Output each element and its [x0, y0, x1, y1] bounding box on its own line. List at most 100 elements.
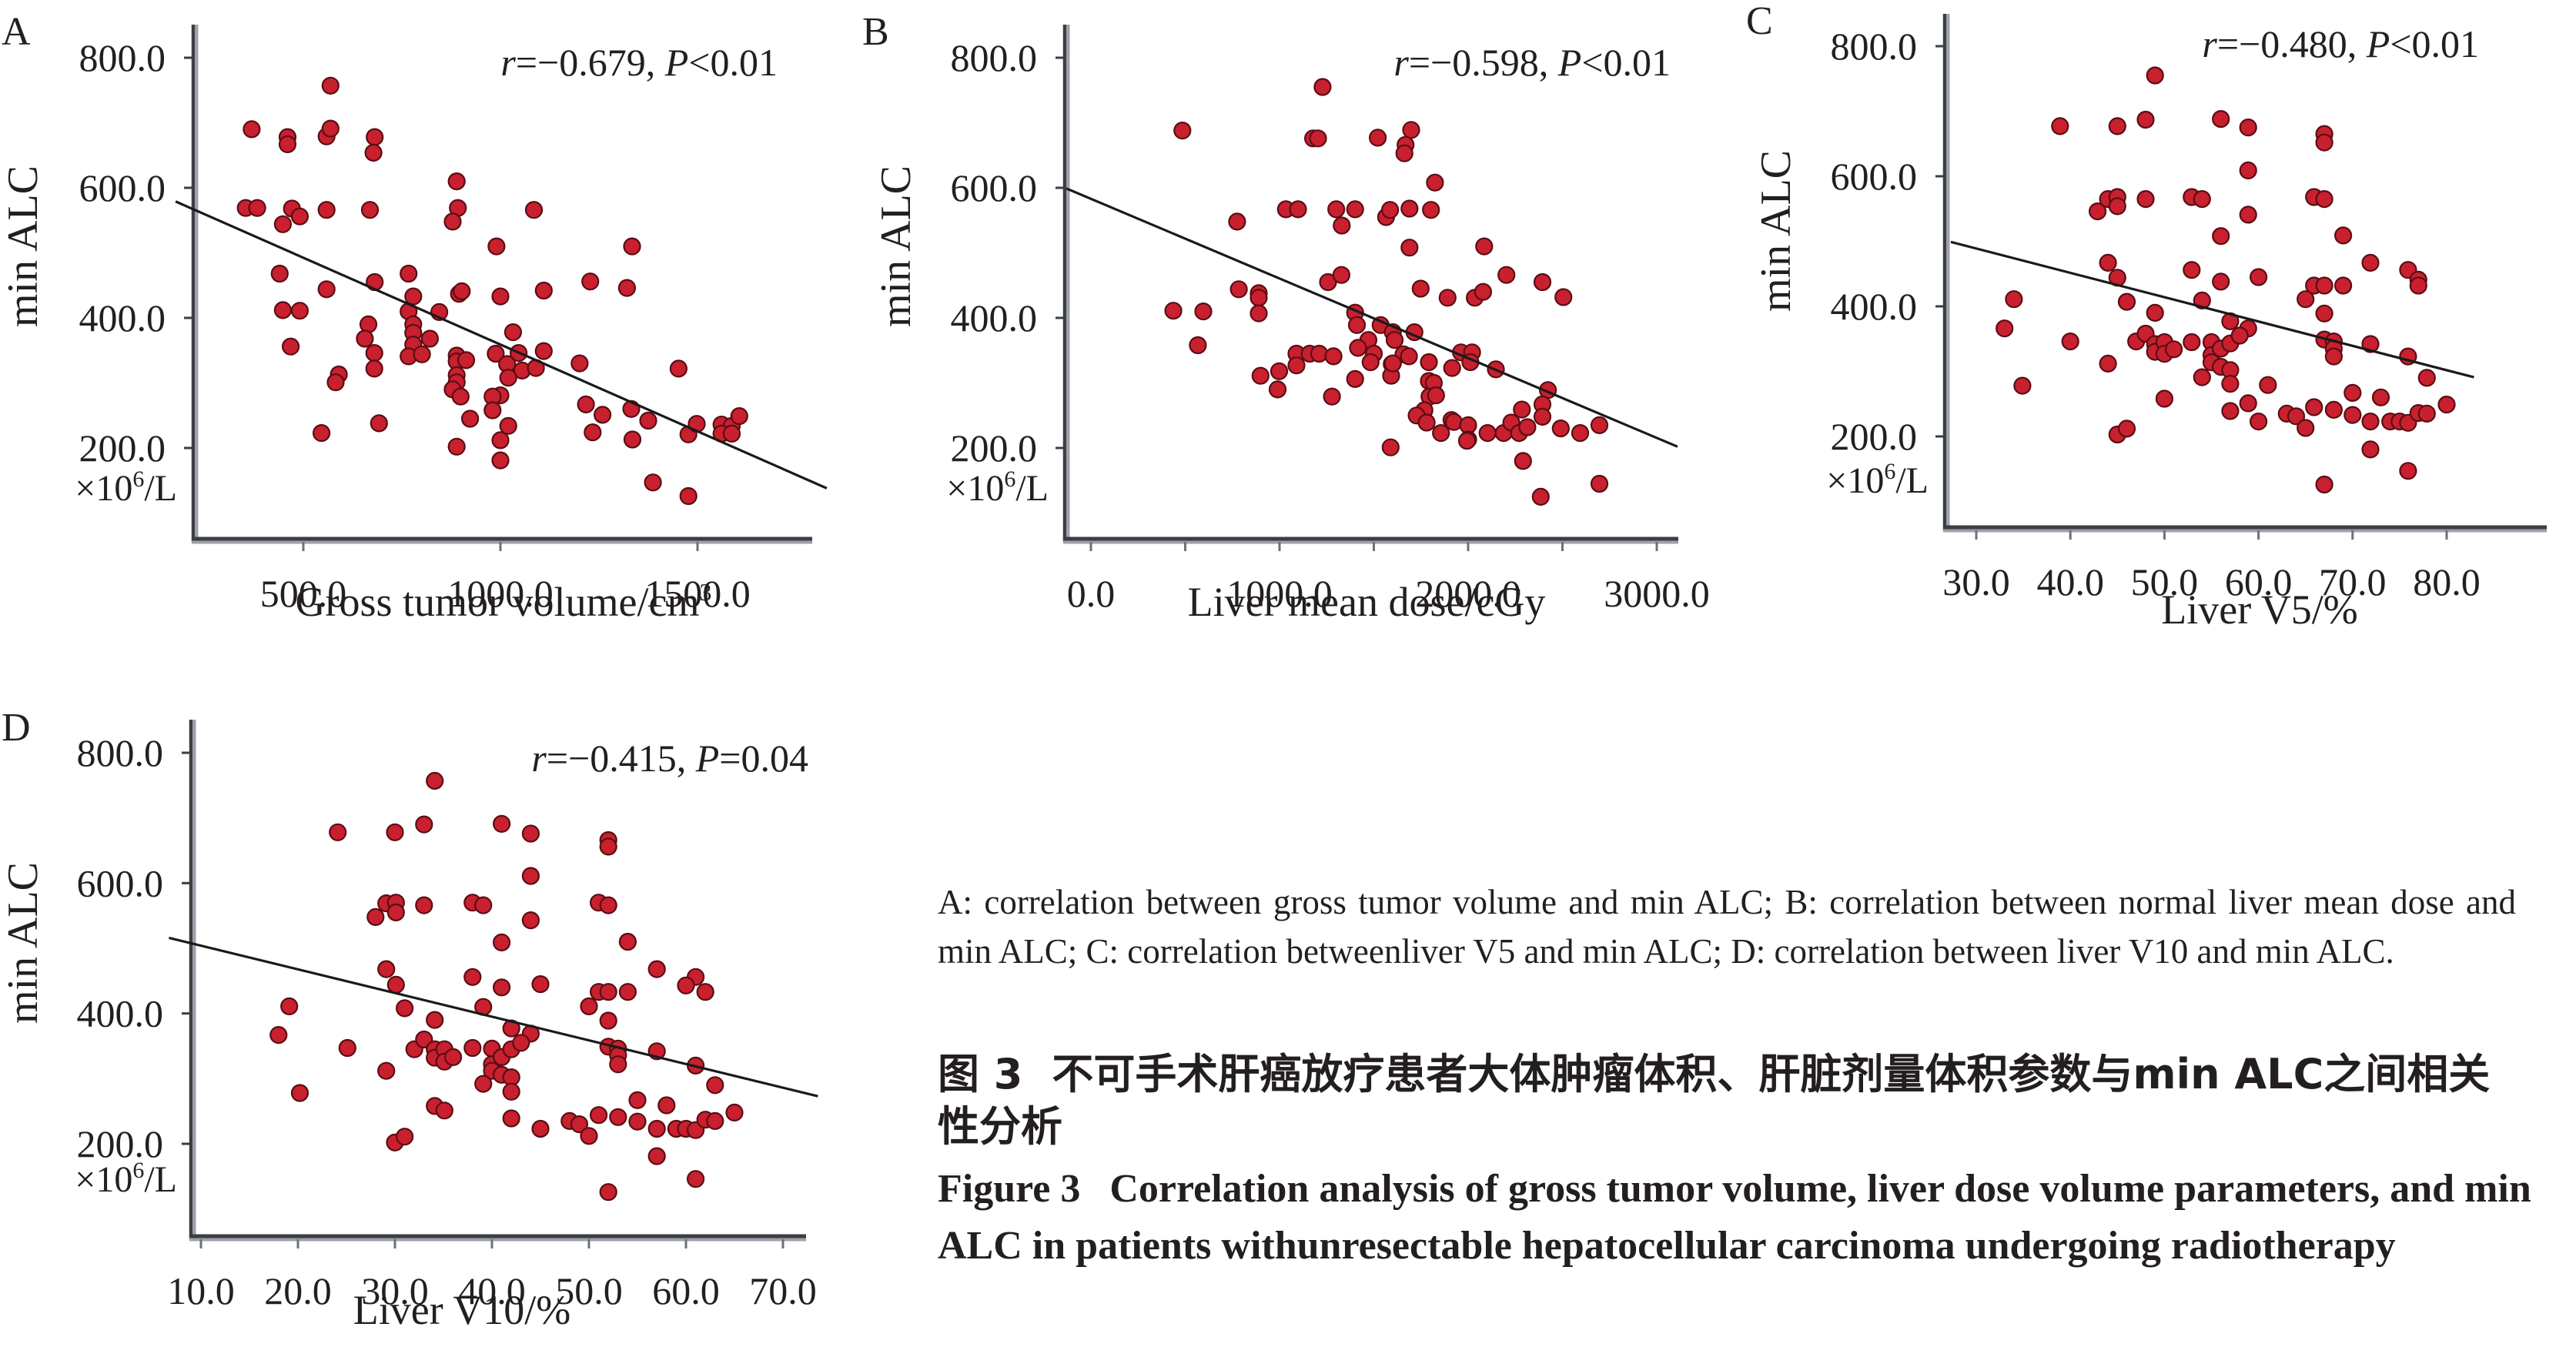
y-axis-label: min ALC	[0, 862, 47, 1024]
data-point	[2305, 398, 2323, 416]
data-point	[420, 329, 440, 348]
data-point	[278, 135, 297, 153]
data-point	[2437, 395, 2456, 414]
x-axis-label: Gross tumor volume/cm3	[296, 578, 712, 625]
data-point	[534, 281, 553, 300]
data-point	[706, 1111, 724, 1131]
annotation-p-symbol: P	[2366, 22, 2390, 65]
y-tick-label: 600.0	[77, 861, 164, 904]
data-point	[609, 1055, 627, 1074]
data-point	[1228, 212, 1246, 231]
data-point	[2117, 292, 2136, 311]
data-point	[599, 896, 617, 914]
x-tick-label: 1000.0	[447, 572, 554, 615]
data-point	[269, 1025, 288, 1045]
data-point	[338, 1038, 356, 1058]
annotation-p-symbol: P	[1557, 41, 1582, 84]
data-point	[443, 1048, 463, 1067]
data-point	[1310, 344, 1329, 363]
annotation-r-text: =−0.679,	[516, 41, 665, 84]
data-point	[1432, 423, 1450, 443]
data-point	[2155, 389, 2173, 408]
data-point	[618, 983, 637, 1001]
data-point	[503, 323, 523, 342]
data-point	[1229, 280, 1248, 299]
data-point	[2287, 407, 2306, 426]
data-point	[644, 473, 662, 492]
figure-number-english: Figure 3	[938, 1167, 1081, 1211]
data-point	[657, 1096, 676, 1115]
data-point	[2315, 276, 2333, 295]
y-tick-label: 400.0	[1831, 285, 1918, 328]
data-point	[1268, 380, 1287, 399]
x-tick-label: 40.0	[458, 1269, 526, 1312]
data-point	[722, 424, 741, 443]
data-point	[483, 401, 502, 419]
data-point	[290, 302, 309, 320]
data-point	[1194, 302, 1213, 321]
figure-title-english-text: Correlation analysis of gross tumor volu…	[938, 1167, 2531, 1268]
y-tick-label: 400.0	[951, 296, 1038, 339]
x-tick-label: 70.0	[2319, 560, 2387, 603]
data-point	[1402, 121, 1420, 139]
data-point	[2334, 276, 2353, 295]
data-point	[1361, 353, 1380, 372]
data-point	[1380, 201, 1400, 219]
x-tick-label: 20.0	[264, 1269, 332, 1312]
data-point	[589, 1106, 608, 1125]
data-point	[487, 344, 505, 363]
annotation-r-text: =−0.480,	[2217, 22, 2367, 65]
data-point	[524, 201, 544, 219]
data-point	[1289, 200, 1307, 219]
data-point	[1422, 201, 1440, 219]
data-point	[404, 287, 423, 306]
y-unit-label: ×106/L	[75, 1158, 177, 1200]
data-point	[581, 272, 600, 291]
y-tick-label: 600.0	[79, 166, 166, 209]
data-point	[356, 329, 374, 348]
annotation-p-text: <0.01	[688, 41, 778, 84]
data-point	[248, 199, 266, 217]
data-point	[1420, 353, 1438, 372]
annotation-p-text: <0.01	[2390, 22, 2479, 65]
data-point	[317, 201, 336, 219]
data-point	[1457, 432, 1477, 450]
data-point	[453, 282, 471, 300]
x-axis-label: Liver mean dose/cGy	[1188, 579, 1546, 625]
data-point	[415, 896, 433, 914]
data-point	[502, 1109, 520, 1128]
y-tick-label: 800.0	[79, 36, 166, 79]
y-unit-tail: /L	[1895, 460, 1929, 501]
annotation-r-text: =−0.415,	[547, 737, 696, 780]
y-unit-base: ×10	[1826, 460, 1884, 501]
data-point	[1426, 173, 1444, 192]
data-point	[2315, 304, 2333, 323]
data-point	[443, 212, 462, 231]
y-axis-label: min ALC	[872, 165, 920, 327]
data-point	[400, 264, 418, 283]
data-point	[521, 911, 540, 930]
y-unit-label: ×106/L	[946, 466, 1049, 509]
data-point	[2193, 368, 2211, 386]
data-point	[2108, 197, 2126, 216]
data-point	[1395, 144, 1413, 162]
data-point	[1514, 452, 1532, 470]
data-point	[521, 824, 540, 843]
correlation-annotation: r=−0.480, P<0.01	[2202, 22, 2479, 65]
data-point	[2136, 110, 2155, 129]
annotation-r-symbol: r	[531, 737, 547, 780]
panel-label: D	[2, 706, 31, 750]
data-point	[706, 1076, 724, 1095]
data-point	[1400, 347, 1418, 366]
data-point	[1417, 413, 1436, 432]
data-point	[2315, 190, 2333, 209]
data-point	[491, 431, 510, 450]
data-point	[2343, 406, 2362, 424]
annotation-r-symbol: r	[2202, 22, 2217, 65]
data-point	[580, 997, 598, 1016]
data-point	[2183, 261, 2201, 279]
data-point	[460, 409, 480, 428]
data-point	[273, 215, 292, 233]
y-unit-exponent: 6	[132, 1158, 144, 1183]
data-point	[593, 406, 612, 424]
